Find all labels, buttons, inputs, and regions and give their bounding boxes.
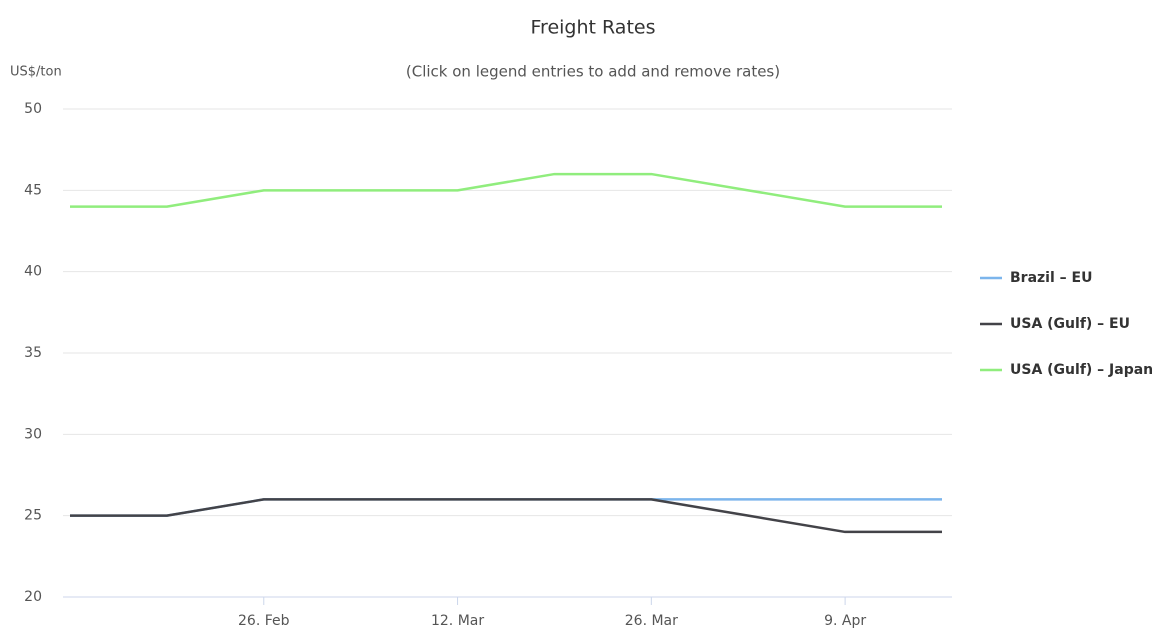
chart-title: Freight Rates [531, 17, 656, 39]
y-axis-label: US$/ton [10, 65, 62, 80]
legend-label[interactable]: USA (Gulf) – EU [1010, 316, 1130, 332]
x-tick-label: 26. Feb [238, 613, 290, 629]
x-tick-label: 9. Apr [824, 613, 866, 629]
y-tick-label: 20 [24, 589, 42, 605]
y-tick-label: 50 [24, 101, 42, 117]
series-line [70, 172, 942, 208]
x-tick-label: 12. Mar [431, 613, 484, 629]
y-tick-label: 25 [24, 508, 42, 524]
chart-subtitle: (Click on legend entries to add and remo… [406, 63, 780, 81]
x-tick-label: 26. Mar [625, 613, 678, 629]
y-tick-label: 35 [24, 345, 42, 361]
y-tick-label: 30 [24, 426, 42, 442]
legend-label[interactable]: USA (Gulf) – Japan [1010, 362, 1153, 378]
series-line [70, 498, 942, 517]
legend-label[interactable]: Brazil – EU [1010, 270, 1092, 286]
series-line [70, 498, 942, 534]
y-tick-label: 40 [24, 264, 42, 280]
y-tick-label: 45 [24, 182, 42, 198]
